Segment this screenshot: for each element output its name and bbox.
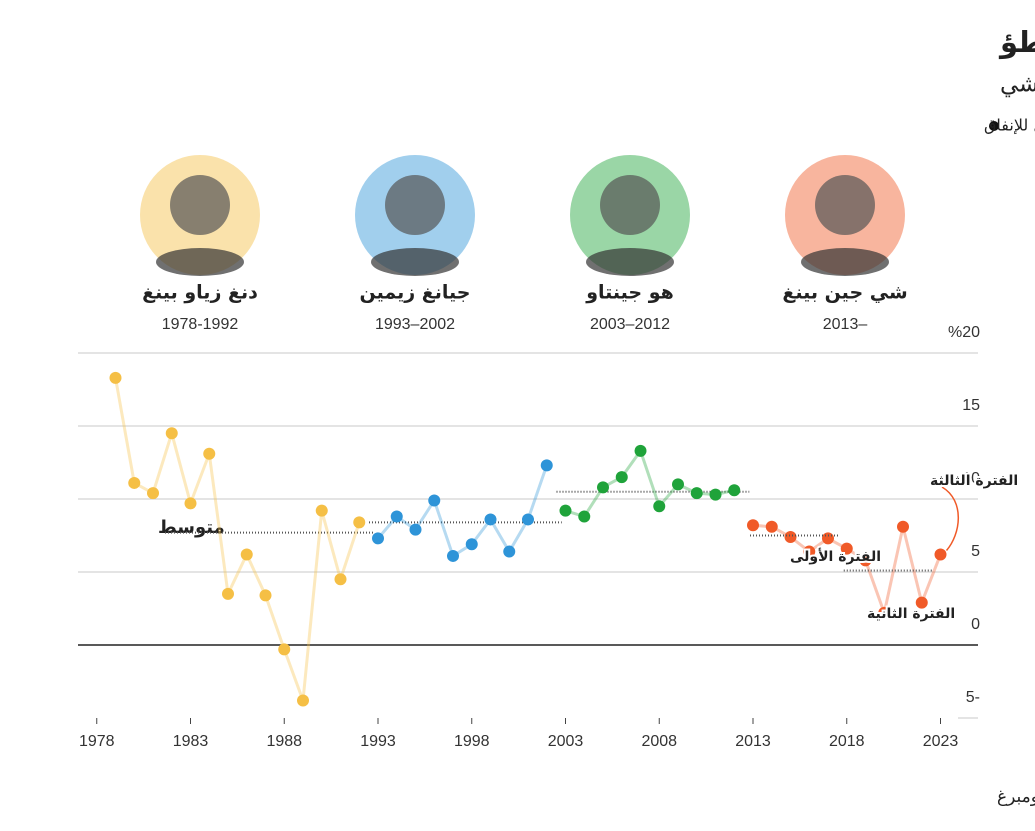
point <box>597 481 609 494</box>
series-term: 1978-1992 <box>162 316 239 333</box>
point <box>428 494 441 507</box>
point <box>203 447 216 460</box>
point <box>915 596 928 609</box>
point <box>409 523 422 536</box>
x-tick-label: 1988 <box>266 733 302 750</box>
point <box>372 532 384 545</box>
point <box>259 589 272 602</box>
point <box>540 459 553 472</box>
period-label: الفترة الأولى <box>790 548 881 565</box>
point <box>615 471 628 484</box>
point <box>147 487 159 500</box>
point <box>634 444 647 457</box>
point <box>859 554 872 567</box>
point <box>447 549 459 562</box>
x-tick-label: 2023 <box>923 733 959 750</box>
y-tick-label: 5 <box>971 543 980 560</box>
x-tick-label: 2003 <box>548 733 584 750</box>
period-arrow <box>941 486 960 551</box>
portrait-body <box>371 248 459 276</box>
point <box>803 545 816 558</box>
series-term: 2003–2012 <box>590 316 670 333</box>
point <box>278 643 291 656</box>
point <box>559 504 572 517</box>
point <box>315 504 328 517</box>
point <box>165 427 178 440</box>
portrait-body <box>801 248 889 276</box>
point <box>690 487 703 500</box>
point <box>934 548 947 561</box>
point <box>240 548 253 561</box>
point <box>334 573 347 586</box>
x-tick-label: 2013 <box>735 733 771 750</box>
point <box>503 545 516 558</box>
legend-label: نمو الدخل الحقيقي القابل للإنفاق <box>984 116 1035 136</box>
point <box>897 520 909 533</box>
point <box>878 606 891 619</box>
period-label: الفترة الثانية <box>867 606 955 622</box>
portrait-face <box>815 175 875 235</box>
point <box>465 538 478 551</box>
series-line <box>752 523 942 619</box>
series-name: جيانغ زيمين <box>360 282 471 304</box>
point <box>184 497 197 510</box>
point <box>297 694 309 707</box>
y-tick-label: 10 <box>962 470 980 487</box>
point <box>653 500 666 513</box>
series-name: هو جينتاو <box>585 282 674 304</box>
portrait-face <box>600 175 660 235</box>
point <box>784 530 797 543</box>
y-tick-label: 5- <box>966 689 980 706</box>
point <box>840 542 853 555</box>
point <box>822 532 834 545</box>
subtitle: متوسط الدخل ينمو بوتيرة أبطأ كثيراً في ع… <box>1000 67 1035 97</box>
point <box>578 510 591 523</box>
point <box>109 371 122 384</box>
point <box>672 478 684 491</box>
series-name: دنغ زياو بينغ <box>142 282 258 304</box>
legend-dot <box>989 121 999 131</box>
series-name: شي جين بينغ <box>782 282 907 304</box>
point <box>765 520 778 533</box>
portrait-face <box>170 175 230 235</box>
series-term: 1993–2002 <box>375 316 455 333</box>
y-tick-label: 0 <box>971 616 980 633</box>
title: من الصعود إلى التباطؤ <box>998 25 1035 60</box>
point <box>747 519 759 532</box>
portrait-face <box>385 175 445 235</box>
point <box>728 484 741 497</box>
average-label: متوسط <box>158 517 225 538</box>
series-line <box>376 464 549 559</box>
series-line <box>565 447 735 519</box>
series-term: 2013– <box>823 316 868 333</box>
point <box>353 516 366 529</box>
point <box>709 488 722 501</box>
point <box>128 476 141 489</box>
x-tick-label: 1993 <box>360 733 396 750</box>
portrait-body <box>586 248 674 276</box>
x-tick-label: 1983 <box>173 733 209 750</box>
point <box>484 513 497 526</box>
x-tick-label: 1998 <box>454 733 490 750</box>
y-tick-label: %20 <box>948 324 980 341</box>
x-tick-label: 2018 <box>829 733 865 750</box>
source: المصدر: شركة "تشاوبين" وبلومبرغ <box>997 787 1035 807</box>
y-tick-label: 15 <box>962 397 980 414</box>
point <box>522 513 534 526</box>
x-tick-label: 2008 <box>641 733 677 750</box>
point <box>390 510 403 523</box>
period-label: الفترة الثالثة <box>930 473 1018 489</box>
point <box>222 587 234 600</box>
series-line <box>114 377 361 701</box>
x-tick-label: 1978 <box>79 733 115 750</box>
portrait-body <box>156 248 244 276</box>
